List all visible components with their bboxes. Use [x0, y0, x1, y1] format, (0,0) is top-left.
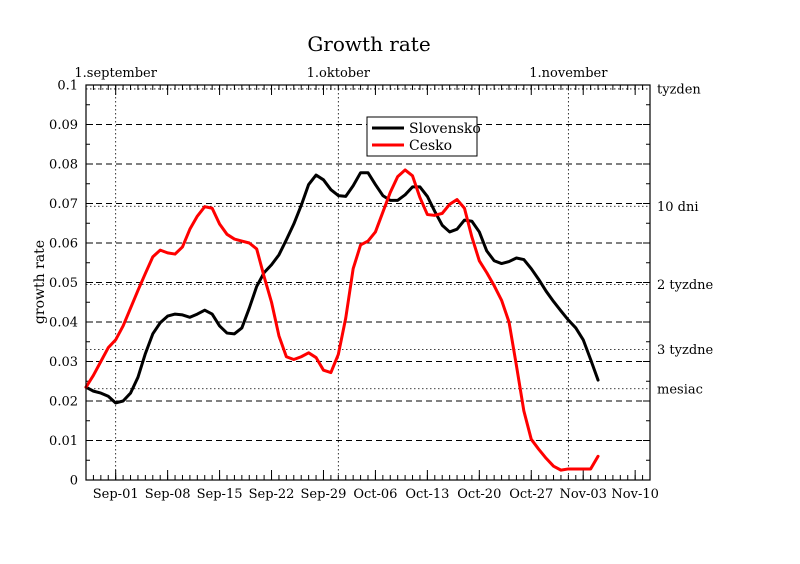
plot-frame [85, 84, 651, 481]
y-tick-label: 0.04 [49, 316, 78, 331]
x-tick-label: Oct-20 [457, 487, 501, 502]
series-line-slovensko [84, 171, 600, 405]
right-reference-label: 10 dni [657, 200, 699, 215]
legend: Slovensko Cesko [366, 116, 481, 157]
x-tick-label: Oct-13 [405, 487, 449, 502]
x-tick-label: Sep-29 [301, 487, 347, 502]
right-reference-label: 2 tyzdne [657, 278, 714, 293]
legend-box [366, 116, 478, 157]
chart-title: Growth rate [307, 32, 430, 56]
right-reference-label: tyzden [657, 82, 701, 97]
tick-labels: 0 0.01 0.02 0.03 0.04 0.05 0.06 0.07 0.08 0.09 0.1… [49, 66, 713, 502]
series-line-cesko [84, 168, 600, 472]
x-tick-label: Sep-15 [197, 487, 243, 502]
y-tick-label: 0.01 [49, 434, 78, 449]
right-reference-label: mesiac [657, 382, 703, 397]
x-tick-label: Sep-08 [145, 487, 191, 502]
x-tick-label: Nov-10 [611, 487, 658, 502]
y-tick-label: 0.1 [57, 79, 78, 94]
x-tick-label: Oct-27 [509, 487, 553, 502]
top-month-label: 1.september [74, 66, 157, 81]
y-tick-label: 0 [70, 474, 78, 489]
y-tick-label: 0.02 [49, 395, 78, 410]
x-tick-label: Oct-06 [353, 487, 397, 502]
y-tick-label: 0.09 [49, 118, 78, 133]
y-tick-label: 0.07 [49, 197, 78, 212]
top-month-label: 1.november [529, 66, 608, 81]
legend-label-cesko: Cesko [409, 138, 452, 154]
ticks [85, 84, 651, 481]
top-month-label: 1.oktober [307, 66, 371, 81]
y-axis-label: growth rate [32, 240, 48, 324]
y-tick-label: 0.03 [49, 355, 78, 370]
x-tick-label: Sep-22 [249, 487, 295, 502]
legend-label-slovensko: Slovensko [409, 121, 481, 137]
right-reference-label: 3 tyzdne [657, 343, 714, 358]
y-tick-label: 0.06 [49, 237, 78, 252]
x-tick-label: Sep-01 [93, 487, 139, 502]
grid-lines [86, 85, 650, 480]
x-tick-label: Nov-03 [559, 487, 606, 502]
series-lines [84, 168, 600, 472]
y-tick-label: 0.05 [49, 276, 78, 291]
y-tick-label: 0.08 [49, 158, 78, 173]
